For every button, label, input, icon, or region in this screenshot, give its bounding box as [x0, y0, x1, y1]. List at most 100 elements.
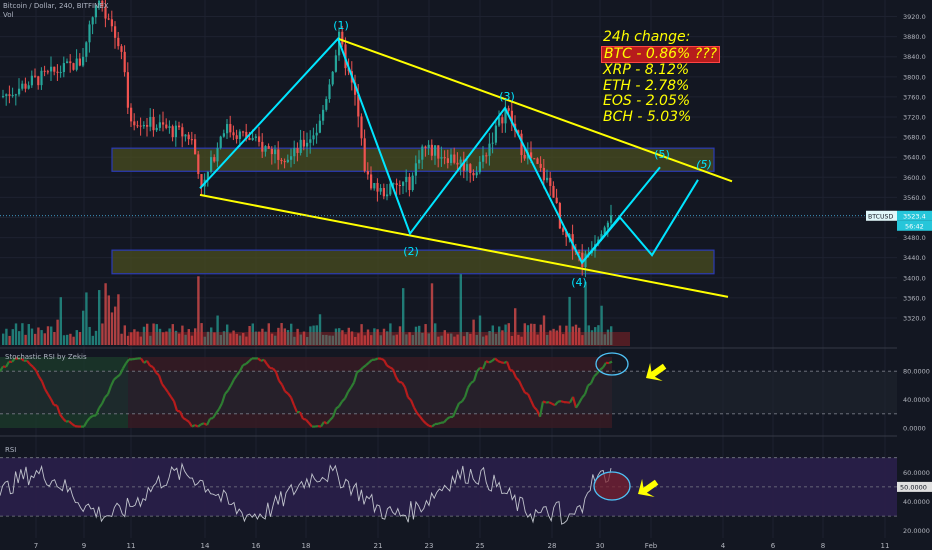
price-tick-label: 3880.0 — [903, 33, 926, 41]
time-tick-label: 28 — [548, 542, 557, 550]
volume-highlight — [128, 332, 630, 346]
candle-body — [389, 183, 392, 195]
stoch-k-segment — [533, 406, 538, 411]
candle-body — [341, 31, 344, 45]
wave-labels: (1) (2) (3) (4) (5) (5) — [333, 19, 712, 289]
candle-body — [107, 18, 110, 20]
stoch-k-segment — [491, 357, 496, 362]
candle-body — [251, 137, 254, 140]
candle-body — [546, 177, 549, 181]
volume-bar — [597, 325, 600, 345]
volume-bar — [565, 325, 568, 345]
rsi-tick-label: 20.0000 — [903, 527, 930, 535]
stoch-k-segment — [571, 396, 578, 409]
stoch-k-segment — [197, 423, 202, 428]
stoch-k-segment — [206, 418, 211, 426]
volume-bar — [117, 294, 120, 345]
candle-body — [318, 120, 321, 133]
volume-bar — [392, 335, 395, 345]
time-tick-label: 16 — [252, 542, 261, 550]
stoch-k-segment — [323, 420, 328, 425]
candle-body — [126, 72, 129, 108]
stoch-k-segment — [164, 387, 169, 393]
volume-bar — [478, 315, 482, 345]
volume-bar — [267, 323, 270, 345]
candle-body — [334, 55, 337, 72]
rsi-badge: 50.0000 — [900, 483, 927, 491]
volume-bar — [238, 335, 242, 345]
volume-bar — [286, 330, 290, 345]
volume-bar — [469, 333, 472, 345]
volume-bar — [315, 325, 318, 345]
candle-body — [392, 183, 395, 185]
stoch-k-segment — [374, 357, 379, 361]
volume-bar — [421, 332, 424, 345]
volume-bar — [206, 331, 210, 345]
volume-bar — [325, 334, 328, 345]
volume-bar — [344, 334, 347, 345]
volume-bar — [91, 335, 94, 345]
volume-bar — [328, 335, 331, 345]
candle-body — [24, 83, 27, 89]
stoch-k-segment — [11, 357, 16, 363]
candle-body — [421, 146, 424, 160]
volume-bar — [389, 323, 392, 345]
candle-body — [210, 157, 213, 172]
volume-bar — [546, 334, 549, 345]
volume-bar — [24, 334, 27, 345]
stoch-k-segment — [350, 381, 355, 389]
volume-bar — [299, 334, 302, 345]
candle-body — [101, 0, 104, 7]
candle-body — [85, 42, 88, 57]
candle-body — [69, 61, 72, 64]
candle-body — [104, 6, 107, 19]
stoch-k-segment — [191, 424, 196, 428]
volume-bar — [264, 331, 267, 345]
candle-body — [498, 117, 501, 126]
stoch-k-segment — [200, 422, 205, 426]
stoch-k-segment — [352, 371, 359, 383]
stoch-k-segment — [0, 365, 4, 372]
stoch-k-segment — [443, 418, 448, 424]
elliott-wave-lines — [199, 36, 699, 265]
volume-bar — [357, 333, 360, 345]
stoch-k-segment — [83, 420, 88, 428]
volume-bar — [229, 333, 232, 345]
volume-bar — [152, 323, 155, 345]
stoch-k-segment — [274, 371, 281, 382]
time-tick-label: 8 — [821, 542, 825, 550]
volume-bar — [213, 332, 216, 345]
stoch-k-segment — [167, 391, 172, 398]
candle-body — [200, 174, 203, 187]
stoch-k-segment — [344, 391, 349, 399]
symbol-badge-bg — [866, 210, 897, 221]
stoch-k-segment — [461, 396, 466, 403]
volume-bar — [126, 335, 130, 345]
volume-bar — [590, 330, 594, 345]
volume-bar — [50, 326, 53, 345]
volume-bar — [101, 323, 104, 345]
candle-body — [443, 157, 446, 159]
stoch-k-segment — [185, 418, 190, 423]
volume-bar — [222, 331, 226, 345]
stoch-k-segment — [446, 416, 451, 420]
volume-bar — [446, 333, 450, 345]
channel-upper — [337, 37, 733, 183]
stoch-k-segment — [278, 380, 283, 386]
stoch-k-segment — [209, 416, 214, 420]
stoch-k-segment — [428, 424, 433, 428]
volume-bar — [536, 334, 539, 345]
stoch-k-segment — [551, 402, 556, 407]
volume-bar — [366, 329, 370, 345]
candle-body — [162, 122, 165, 125]
volume-bar — [165, 331, 168, 345]
volume-bar — [434, 323, 437, 345]
volume-bar — [462, 336, 466, 345]
time-axis[interactable]: 7 9 11 14 16 18 21 23 25 28 30 Feb 4 6 8 11 — [34, 542, 890, 550]
volume-bar — [114, 306, 117, 345]
symbol-title: Bitcoin / Dollar, 240, BITFINEX — [3, 2, 109, 10]
stoch-k-segment — [485, 360, 490, 364]
volume-bar — [194, 328, 197, 345]
